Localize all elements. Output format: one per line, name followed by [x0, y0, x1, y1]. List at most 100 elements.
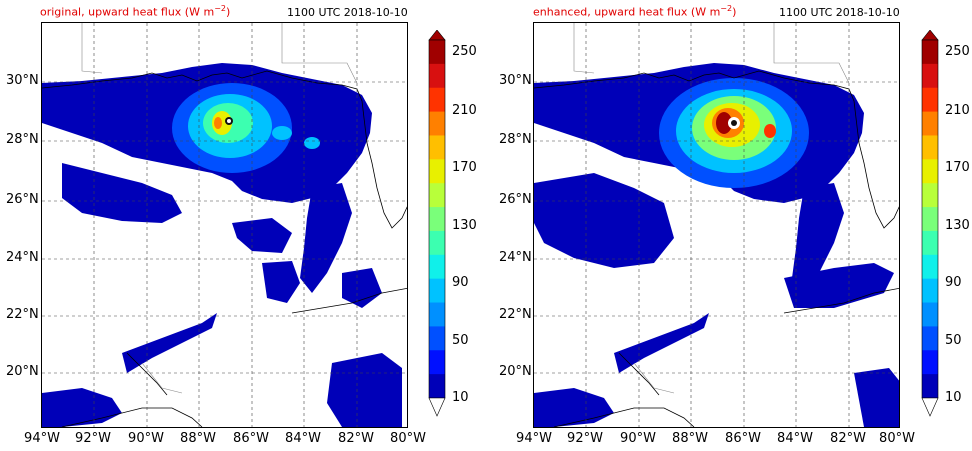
lon-label: 88°W: [180, 431, 216, 446]
colorbar-segment: [922, 40, 938, 65]
colorbar-extend-max: [921, 29, 939, 41]
coastline: [42, 70, 407, 427]
heat-flux-field: [42, 63, 402, 427]
lon-label: 86°W: [233, 431, 269, 446]
colorbar-segment: [429, 87, 445, 113]
colorbar-tick: 10: [452, 390, 469, 405]
lon-label: 86°W: [725, 431, 761, 446]
colorbar-segment: [922, 302, 938, 327]
lat-label: 22°N: [6, 307, 39, 322]
colorbar-tick: 90: [452, 275, 469, 290]
colorbar-tick: 10: [945, 390, 962, 405]
timestamp: 1100 UTC 2018-10-10: [779, 6, 900, 19]
title-exponent: −2: [214, 4, 226, 13]
lat-label: 28°N: [499, 132, 532, 147]
panel-title: enhanced, upward heat flux (W m−2): [533, 4, 736, 19]
colorbar-segment: [429, 230, 445, 256]
colorbar-segment: [429, 254, 445, 280]
title-text: original, upward heat flux (W m: [40, 5, 215, 19]
lat-label: 28°N: [6, 132, 39, 147]
lon-label: 92°W: [567, 431, 603, 446]
gridlines: [42, 23, 407, 427]
colorbar-scale: [428, 29, 446, 417]
lon-label: 90°W: [128, 431, 164, 446]
colorbar-segment: [429, 374, 445, 399]
colorbar-extend-min: [921, 397, 939, 417]
colorbar-segment: [922, 207, 938, 232]
colorbar-segment: [429, 278, 445, 304]
state-borders: [81, 23, 358, 394]
colorbar-tick: 170: [945, 160, 970, 175]
colorbar-tick: 50: [452, 333, 469, 348]
state-borders: [573, 23, 850, 394]
colorbar-segment: [922, 350, 938, 375]
colorbar-segment: [429, 350, 445, 375]
lat-label: 20°N: [6, 364, 39, 379]
lon-label: 84°W: [777, 431, 813, 446]
colorbar-segment: [922, 183, 938, 208]
map-original: [41, 22, 408, 428]
title-text: enhanced, upward heat flux (W m: [533, 5, 721, 19]
colorbar-segment: [429, 302, 445, 327]
colorbar-segment: [922, 254, 938, 280]
colorbar-segment: [922, 87, 938, 113]
colorbar-scale: [921, 29, 939, 417]
colorbar-segment: [922, 159, 938, 184]
colorbar-segment: [429, 63, 445, 89]
lon-label: 80°W: [879, 431, 915, 446]
title-tail: ): [732, 5, 737, 19]
colorbar-segment: [922, 111, 938, 136]
lon-label: 82°W: [830, 431, 866, 446]
colorbar-segment: [429, 111, 445, 136]
lon-label: 80°W: [390, 431, 426, 446]
lon-label: 94°W: [24, 431, 60, 446]
colorbar-tick: 170: [452, 160, 477, 175]
timestamp: 1100 UTC 2018-10-10: [287, 6, 408, 19]
colorbar-segment: [429, 135, 445, 160]
lat-label: 26°N: [499, 192, 532, 207]
panel-enhanced: enhanced, upward heat flux (W m−2) 1100 …: [493, 0, 972, 451]
panel-title: original, upward heat flux (W m−2): [40, 4, 230, 19]
lon-label: 92°W: [75, 431, 111, 446]
colorbar-tick: 90: [945, 275, 962, 290]
colorbar-tick: 130: [945, 218, 970, 233]
colorbar-tick: 210: [452, 103, 477, 118]
colorbar-tick: 50: [945, 333, 962, 348]
lat-label: 30°N: [499, 73, 532, 88]
colorbar-tick: 130: [452, 218, 477, 233]
colorbar-segment: [429, 183, 445, 208]
colorbar-tick: 250: [945, 44, 970, 59]
colorbar: 250 210 170 130 90 50 10: [428, 29, 488, 420]
lat-label: 24°N: [6, 250, 39, 265]
colorbar-tick: 210: [945, 103, 970, 118]
colorbar-segment: [922, 63, 938, 89]
lon-label: 94°W: [516, 431, 552, 446]
lat-label: 20°N: [499, 364, 532, 379]
colorbar-segment: [922, 230, 938, 256]
heat-flux-field: [534, 63, 899, 427]
colorbar-segment: [922, 374, 938, 399]
colorbar-extend-max: [428, 29, 446, 41]
gridlines: [534, 23, 899, 427]
colorbar-segment: [429, 326, 445, 351]
colorbar-segment: [922, 135, 938, 160]
title-tail: ): [225, 5, 231, 19]
lon-label: 88°W: [672, 431, 708, 446]
lat-label: 30°N: [6, 73, 39, 88]
coastline: [534, 70, 899, 427]
colorbar: 250 210 170 130 90 50 10: [921, 29, 972, 420]
lon-label: 90°W: [620, 431, 656, 446]
lon-label: 82°W: [338, 431, 374, 446]
panel-original: original, upward heat flux (W m−2) 1100 …: [6, 4, 488, 446]
colorbar-tick: 250: [452, 44, 477, 59]
map-enhanced: [533, 22, 900, 428]
colorbar-segment: [429, 159, 445, 184]
title-exponent: −2: [720, 4, 733, 13]
lat-label: 26°N: [6, 192, 39, 207]
colorbar-extend-min: [428, 397, 446, 417]
colorbar-segment: [429, 207, 445, 232]
colorbar-segment: [429, 40, 445, 65]
lat-label: 24°N: [499, 250, 532, 265]
lat-label: 22°N: [499, 307, 532, 322]
colorbar-segment: [922, 278, 938, 304]
